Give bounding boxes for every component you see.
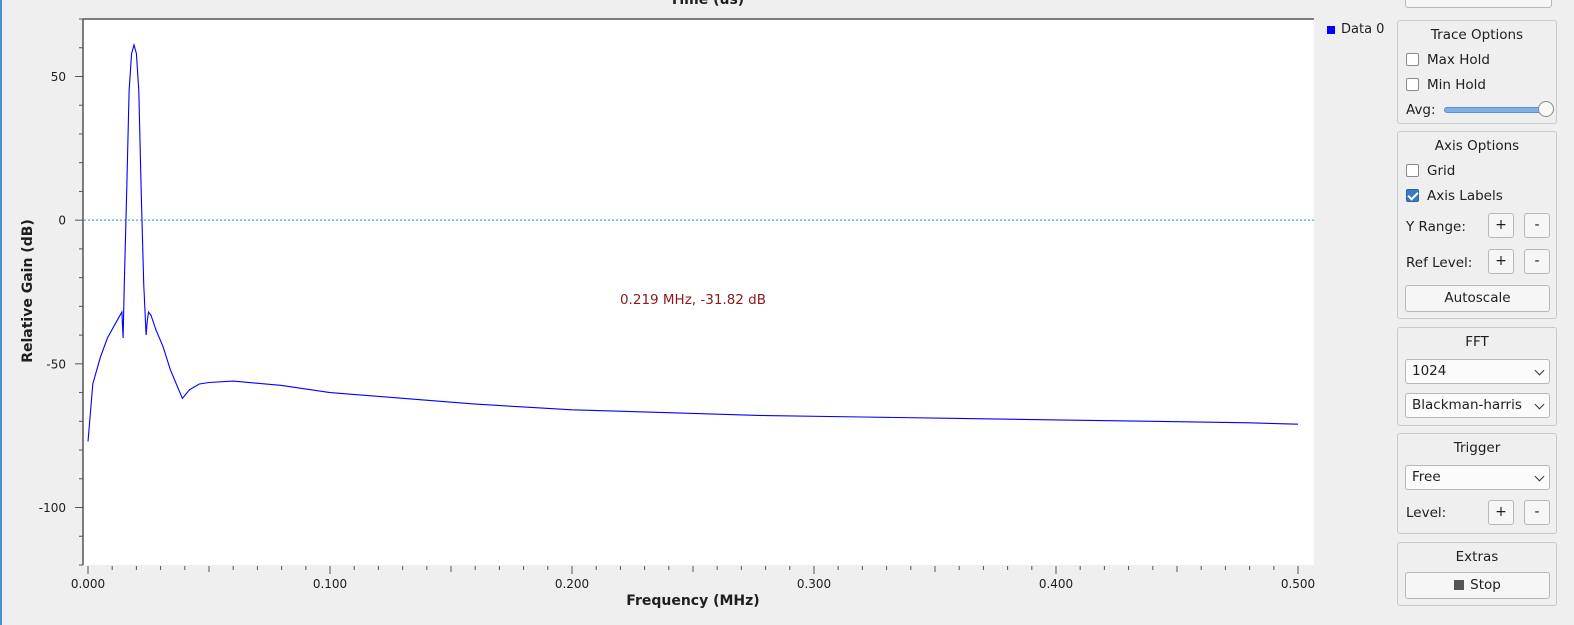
axis-labels-row[interactable]: Axis Labels [1398, 183, 1556, 208]
x-tick-label: 0.300 [797, 577, 831, 591]
min-hold-label: Min Hold [1427, 76, 1486, 93]
y-tick-label: 0 [58, 214, 66, 228]
avg-row: Avg: [1398, 97, 1556, 122]
extras-panel: Extras Stop [1397, 542, 1557, 606]
ref-level-minus-button[interactable]: - [1524, 249, 1550, 274]
fft-size-select[interactable]: 1024 [1405, 359, 1550, 384]
ref-level-label: Ref Level: [1406, 255, 1473, 271]
trigger-title: Trigger [1453, 440, 1501, 456]
fft-panel: FFT 1024 Blackman-harris [1397, 327, 1557, 426]
x-tick-label: 0.400 [1039, 577, 1073, 591]
y-axis: 50 0 -50 -100 [39, 18, 83, 566]
axis-labels-checkbox[interactable] [1406, 189, 1419, 202]
trigger-panel: Trigger Free Level: + - [1397, 433, 1557, 534]
y-range-minus-button[interactable]: - [1524, 213, 1550, 238]
fft-title: FFT [1465, 334, 1489, 350]
trigger-mode-select[interactable]: Free [1405, 465, 1550, 490]
avg-slider-track[interactable] [1444, 107, 1550, 113]
axis-options-panel: Axis Options Grid Axis Labels Y Range: +… [1397, 131, 1557, 319]
chevron-down-icon [1534, 365, 1545, 376]
trace-options-panel: Trace Options Max Hold Min Hold Avg: [1397, 20, 1557, 124]
autoscale-button[interactable]: Autoscale [1405, 285, 1550, 312]
y-tick-label: -100 [39, 501, 66, 515]
legend-label: Data 0 [1341, 22, 1385, 37]
trace-options-title: Trace Options [1430, 27, 1524, 43]
avg-slider-handle[interactable] [1538, 101, 1554, 117]
top-axis-title: Time (us) [670, 0, 744, 8]
y-range-label: Y Range: [1406, 219, 1466, 235]
grid-label: Grid [1427, 162, 1456, 179]
trigger-mode-value: Free [1412, 469, 1441, 485]
trigger-level-minus-button[interactable]: - [1524, 500, 1550, 525]
plot-canvas [83, 19, 1314, 565]
axis-options-title: Axis Options [1434, 138, 1520, 154]
y-axis-label: Relative Gain (dB) [20, 219, 36, 363]
x-tick-label: 0.200 [555, 577, 589, 591]
data-0-trace [87, 42, 1299, 442]
x-axis: 0.000 0.100 0.200 0.300 0.400 0.500 [71, 566, 1315, 591]
max-hold-checkbox[interactable] [1406, 53, 1419, 66]
fft-window-value: Blackman-harris [1412, 397, 1522, 413]
min-hold-checkbox[interactable] [1406, 78, 1419, 91]
fft-window-select[interactable]: Blackman-harris [1405, 393, 1550, 418]
x-axis-label: Frequency (MHz) [626, 593, 759, 609]
trigger-level-plus-button[interactable]: + [1488, 500, 1514, 525]
grid-row[interactable]: Grid [1398, 158, 1556, 183]
frequency-plot[interactable]: Time (us) 50 0 -50 -100 0.000 0.100 0.200 0.30… [0, 0, 1320, 625]
extras-title: Extras [1455, 549, 1499, 565]
fft-size-value: 1024 [1412, 363, 1447, 379]
y-tick-label: -50 [46, 357, 66, 371]
legend[interactable]: Data 0 [1327, 22, 1384, 37]
grid-checkbox[interactable] [1406, 164, 1419, 177]
marker-readout: 0.219 MHz, -31.82 dB [620, 292, 766, 308]
stop-label: Stop [1470, 577, 1501, 593]
window-left-edge [0, 0, 2, 625]
axis-labels-label: Axis Labels [1427, 187, 1503, 204]
top-cut-off-button[interactable] [1405, 0, 1552, 8]
chevron-down-icon [1534, 399, 1545, 410]
x-tick-label: 0.000 [71, 577, 105, 591]
avg-label: Avg: [1406, 101, 1436, 118]
min-hold-row[interactable]: Min Hold [1398, 72, 1556, 97]
y-range-plus-button[interactable]: + [1488, 213, 1514, 238]
trigger-level-label: Level: [1406, 505, 1447, 521]
ref-level-plus-button[interactable]: + [1488, 249, 1514, 274]
chevron-down-icon [1534, 471, 1545, 482]
x-tick-label: 0.500 [1281, 577, 1315, 591]
legend-swatch [1327, 25, 1335, 34]
max-hold-row[interactable]: Max Hold [1398, 47, 1556, 72]
max-hold-label: Max Hold [1427, 51, 1490, 68]
y-tick-label: 50 [51, 70, 66, 84]
stop-button[interactable]: Stop [1405, 572, 1550, 599]
stop-icon [1454, 580, 1465, 590]
x-tick-label: 0.100 [313, 577, 347, 591]
